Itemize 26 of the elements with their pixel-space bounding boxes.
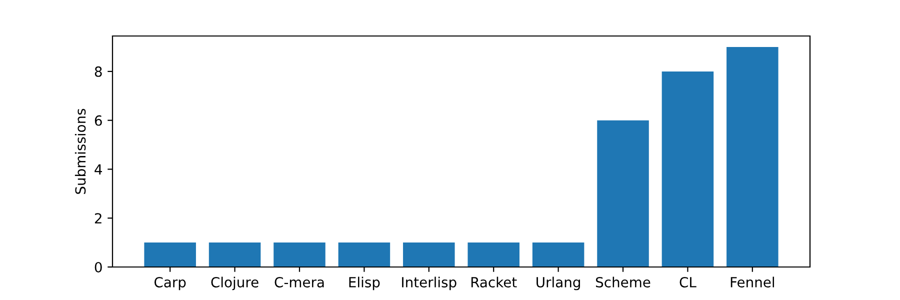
x-tick-label: Interlisp [402, 276, 456, 290]
bar [597, 120, 649, 267]
bar [144, 242, 196, 267]
y-tick-label: 6 [94, 115, 102, 126]
bar [208, 242, 261, 267]
y-tick-label: 0 [94, 262, 102, 272]
bar [662, 71, 714, 267]
x-tick-label: C-mera [274, 276, 324, 288]
x-tick-label: Urlang [536, 276, 580, 290]
bar [532, 242, 584, 267]
y-tick-label: 2 [94, 213, 102, 224]
y-axis-title: Submissions [74, 108, 86, 194]
y-tick-label: 4 [94, 164, 102, 174]
x-tick-label: Elisp [349, 276, 380, 290]
bar [274, 242, 326, 267]
y-tick-label: 8 [94, 66, 102, 77]
x-tick-label: Fennel [730, 276, 774, 288]
x-tick-label: Carp [154, 276, 186, 290]
bar [726, 47, 778, 267]
x-tick-label: Scheme [596, 276, 650, 288]
bar [468, 242, 520, 267]
bar [338, 242, 390, 267]
x-tick-label: Clojure [211, 276, 258, 290]
bar [403, 242, 455, 267]
x-tick-label: CL [680, 276, 696, 288]
x-tick-label: Racket [471, 276, 517, 288]
